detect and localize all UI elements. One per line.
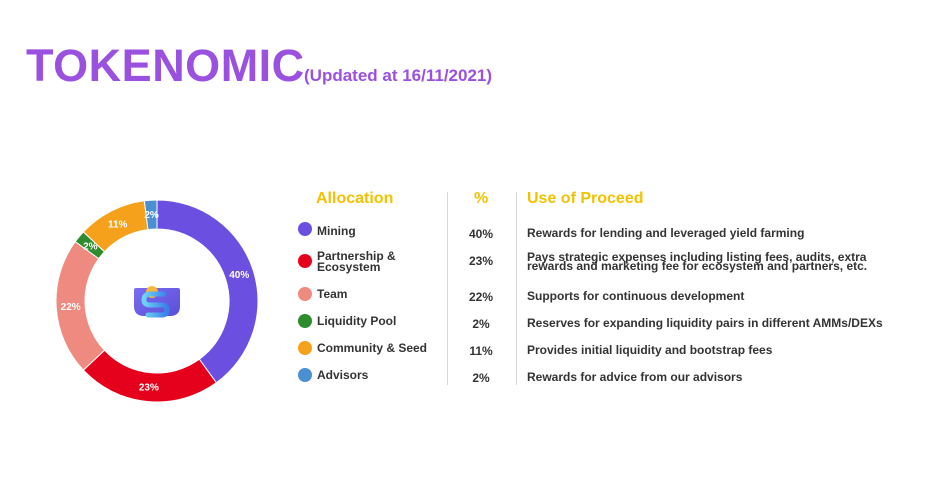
legend-dot — [298, 254, 312, 268]
allocation-percent: 23% — [468, 254, 494, 268]
use-of-proceed-text: Rewards for lending and leveraged yield … — [527, 226, 805, 240]
donut-chart: 40% 23% 22% 2% 11% 2% — [55, 199, 259, 403]
header-percent: % — [474, 190, 489, 207]
use-of-proceed-line: Supports for continuous development — [527, 289, 745, 303]
page-title: TOKENOMIC — [26, 40, 305, 91]
use-of-proceed-text: Supports for continuous development — [527, 289, 745, 303]
allocation-label-line: Community & Seed — [317, 341, 428, 355]
legend-dot — [298, 341, 312, 355]
legend-dot — [298, 287, 312, 301]
legend-dot — [298, 368, 312, 382]
legend-dot — [298, 222, 312, 236]
stackos-logo-icon — [134, 286, 180, 318]
donut-slice-mining — [156, 199, 259, 384]
allocation-label: Community & Seed — [317, 341, 428, 355]
donut-slice-advisors — [143, 199, 158, 231]
use-of-proceed-text: Rewards for advice from our advisors — [527, 370, 743, 384]
use-of-proceed-line: Provides initial liquidity and bootstrap… — [527, 343, 773, 357]
use-of-proceed-line: Reserves for expanding liquidity pairs i… — [527, 316, 883, 330]
use-of-proceed-text: Provides initial liquidity and bootstrap… — [527, 343, 773, 357]
use-of-proceed-text: Reserves for expanding liquidity pairs i… — [527, 316, 883, 330]
donut-data-label: 23% — [139, 383, 159, 394]
header-use-of-proceed: Use of Proceed — [527, 190, 644, 207]
donut-data-label: 11% — [108, 219, 128, 230]
allocation-label: Advisors — [317, 368, 369, 382]
donut-slice-partnership-ecosystem — [82, 349, 218, 403]
allocation-percent: 40% — [468, 227, 494, 241]
allocation-percent: 22% — [468, 290, 494, 304]
page-subtitle: (Updated at 16/11/2021) — [304, 66, 493, 85]
use-of-proceed-line: Rewards for advice from our advisors — [527, 370, 743, 384]
allocation-label-line: Liquidity Pool — [317, 314, 397, 328]
allocation-percent: 2% — [472, 371, 490, 385]
donut-data-label: 2% — [83, 241, 98, 252]
legend-dot — [298, 314, 312, 328]
column-divider — [447, 192, 448, 385]
allocation-label-line: Advisors — [317, 368, 369, 382]
donut-data-label: 2% — [144, 210, 159, 221]
allocation-label: Partnership & Ecosystem — [317, 249, 396, 274]
allocation-label: Team — [317, 287, 348, 301]
use-of-proceed-text: Pays strategic expenses including listin… — [527, 250, 868, 273]
use-of-proceed-line: Rewards for lending and leveraged yield … — [527, 226, 805, 240]
allocation-percent: 2% — [472, 317, 490, 331]
use-of-proceed-line: rewards and marketing fee for ecosystem … — [527, 259, 868, 273]
donut-data-label: 40% — [229, 270, 249, 281]
allocation-label-line: Partnership & — [317, 249, 396, 263]
header-allocation: Allocation — [316, 190, 394, 207]
allocation-label-line: Team — [317, 287, 348, 301]
allocation-label-line: Mining — [317, 224, 356, 238]
use-of-proceed-line: Pays strategic expenses including listin… — [527, 250, 867, 264]
allocation-label: Liquidity Pool — [317, 314, 397, 328]
allocation-percent: 11% — [469, 344, 493, 358]
column-divider — [516, 192, 517, 385]
allocation-label-line: Ecosystem — [317, 260, 381, 274]
allocation-label: Mining — [317, 224, 356, 238]
donut-data-label: 22% — [61, 302, 81, 313]
